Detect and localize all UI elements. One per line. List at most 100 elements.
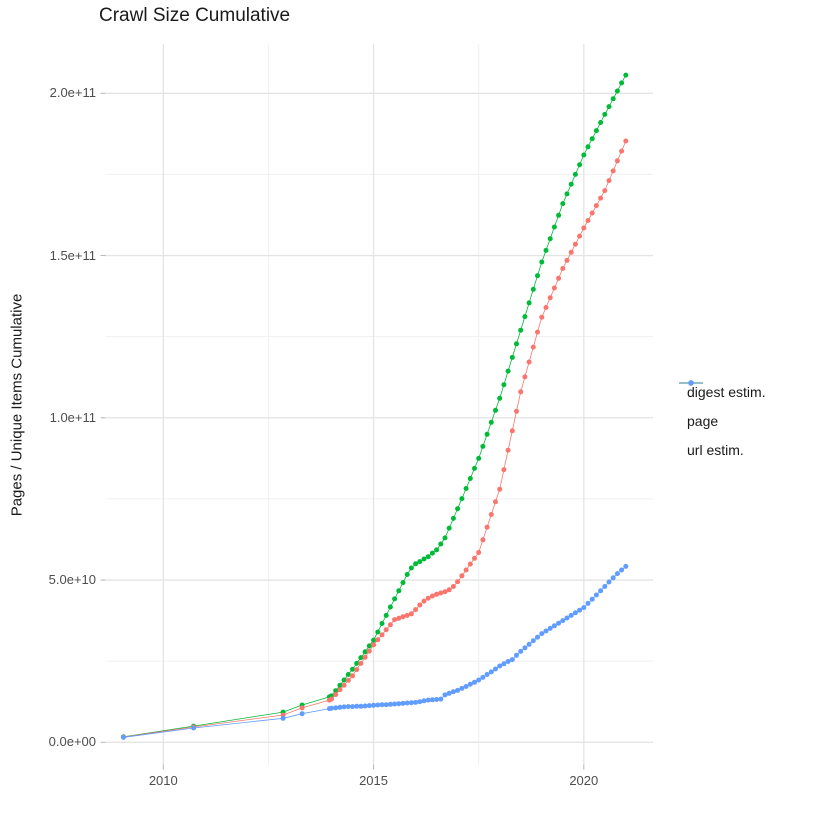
data-point — [472, 679, 477, 685]
data-point — [518, 648, 524, 654]
data-point — [450, 689, 456, 695]
data-point — [379, 632, 385, 638]
data-point — [299, 711, 305, 717]
data-point — [350, 673, 355, 679]
data-point — [480, 537, 486, 543]
data-point — [408, 565, 414, 571]
data-point — [400, 614, 406, 620]
y-tick-label: 5.0e+10 — [48, 572, 96, 588]
data-point — [429, 550, 435, 556]
data-point — [497, 395, 503, 401]
data-point — [526, 359, 532, 365]
data-point — [593, 128, 599, 134]
data-point — [413, 607, 419, 613]
legend-label: page — [687, 412, 719, 429]
data-point — [387, 701, 393, 707]
data-point — [593, 203, 599, 209]
data-point — [535, 634, 540, 640]
data-point — [623, 563, 629, 569]
y-tick-label: 0.0e+00 — [48, 734, 96, 750]
data-point — [530, 286, 536, 292]
data-point — [551, 623, 557, 629]
data-point — [467, 561, 473, 567]
data-point — [505, 368, 511, 374]
data-point — [392, 617, 398, 623]
legend: digest estim. page url estim. — [678, 377, 766, 464]
data-point — [404, 612, 410, 618]
data-point — [530, 638, 536, 644]
data-point — [450, 584, 456, 589]
data-point — [400, 580, 406, 586]
data-point — [560, 201, 566, 207]
data-point — [383, 702, 389, 708]
axis-ticks — [100, 92, 585, 770]
x-tick-label: 2020 — [569, 773, 599, 788]
x-tick-label: 2010 — [148, 773, 178, 788]
data-point — [480, 674, 486, 680]
data-point — [572, 171, 578, 177]
data-point — [341, 677, 347, 683]
data-point — [585, 144, 591, 150]
data-point — [421, 698, 427, 704]
data-point — [568, 612, 574, 618]
data-point — [392, 596, 398, 602]
data-point — [459, 685, 465, 691]
data-point — [442, 589, 448, 595]
data-point — [522, 374, 528, 380]
data-point — [459, 573, 465, 579]
data-point — [404, 700, 410, 706]
data-point — [539, 259, 545, 265]
data-point — [467, 476, 473, 481]
data-point — [366, 703, 372, 709]
data-point — [429, 593, 435, 599]
data-point — [581, 605, 587, 611]
data-point — [564, 257, 570, 263]
data-point — [585, 600, 591, 606]
legend-label: digest estim. — [687, 383, 766, 400]
data-point — [434, 547, 440, 553]
data-point — [396, 588, 402, 594]
data-point — [280, 715, 286, 721]
gridlines-major — [105, 44, 653, 765]
data-point — [593, 592, 599, 598]
data-point — [509, 354, 515, 360]
data-point — [354, 660, 360, 666]
data-point — [446, 525, 452, 531]
data-point — [543, 628, 549, 634]
data-point — [568, 181, 574, 187]
data-point — [463, 486, 469, 491]
data-point — [350, 666, 355, 672]
data-point — [484, 431, 490, 437]
data-point — [362, 654, 368, 660]
data-point — [488, 512, 494, 517]
data-point — [429, 697, 435, 703]
data-point — [425, 697, 431, 703]
data-point — [547, 236, 553, 242]
data-point — [400, 700, 406, 706]
y-axis-title: Pages / Unique Items Cumulative — [8, 293, 26, 517]
data-point — [493, 407, 498, 413]
data-point — [610, 168, 616, 174]
data-point — [396, 615, 402, 621]
data-point — [455, 506, 461, 512]
data-point — [556, 620, 562, 626]
data-point — [345, 704, 351, 710]
data-point — [383, 627, 389, 633]
data-point — [560, 266, 566, 271]
data-point — [514, 408, 519, 414]
data-point — [408, 700, 414, 706]
data-point — [455, 687, 461, 693]
data-point — [354, 703, 360, 709]
data-point — [446, 690, 452, 696]
data-point — [442, 692, 448, 698]
data-point — [480, 443, 486, 449]
x-tick-label: 2015 — [359, 773, 388, 788]
data-point — [421, 598, 427, 604]
legend-item-url: url estim. — [678, 380, 766, 464]
data-point — [589, 596, 595, 602]
data-point — [438, 590, 444, 596]
data-point — [450, 515, 456, 521]
data-point — [379, 621, 385, 626]
series-url-estim — [120, 563, 629, 740]
data-point — [408, 611, 414, 617]
